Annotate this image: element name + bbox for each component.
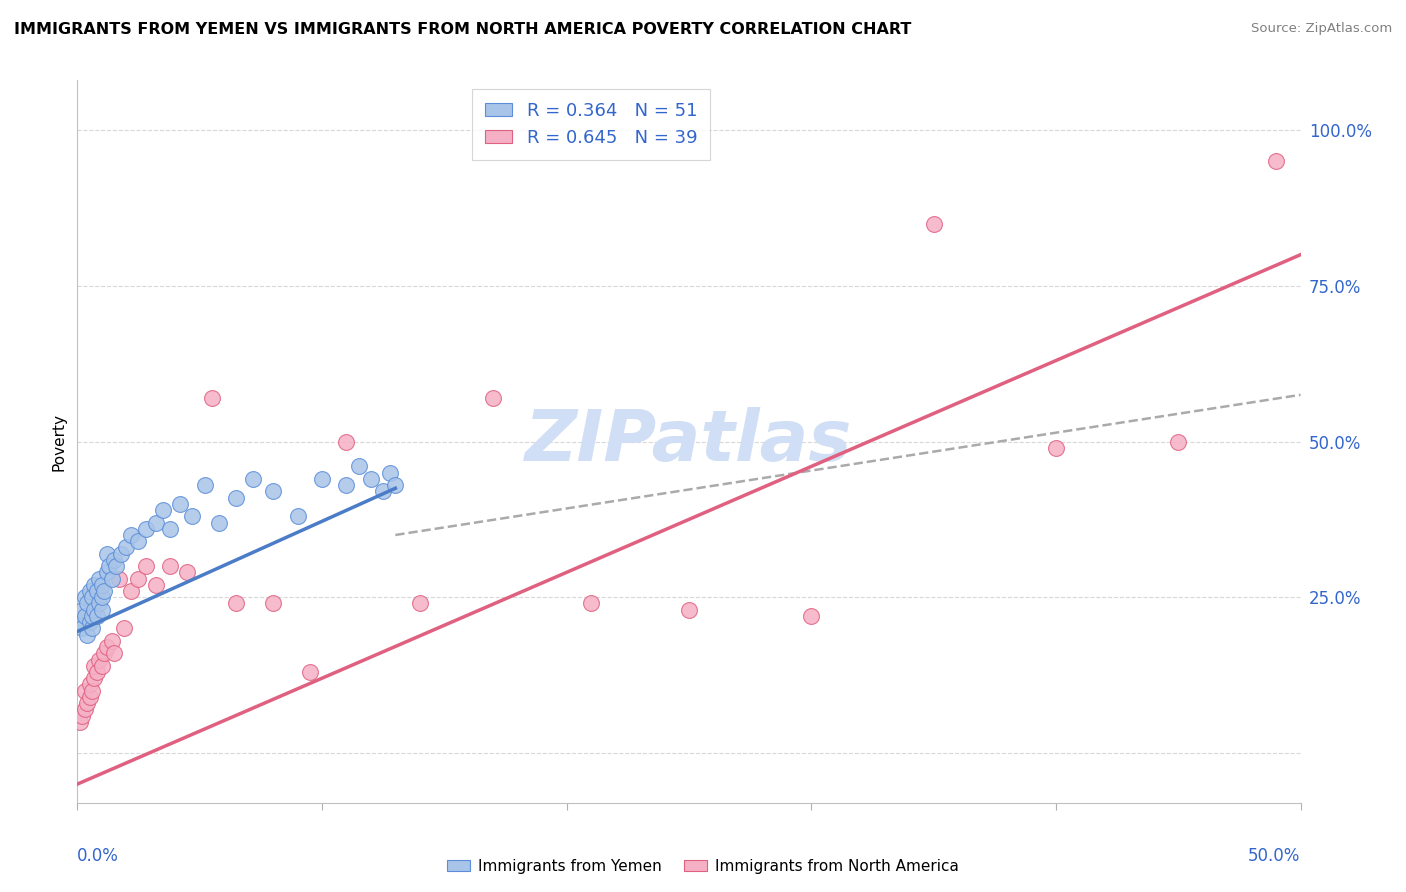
Point [1167, 434, 1189, 449]
Point [89, 597, 111, 611]
Point [79, 677, 101, 691]
Point [335, 434, 357, 449]
Point [98, 559, 121, 574]
Point [70, 708, 93, 723]
Point [96, 640, 118, 654]
Point [100, 633, 122, 648]
Point [79, 615, 101, 630]
Point [201, 391, 224, 405]
Point [409, 597, 432, 611]
Point [103, 646, 125, 660]
Point [347, 459, 370, 474]
Point [1265, 154, 1288, 169]
Point [89, 652, 111, 666]
Point [76, 696, 98, 710]
Point [311, 472, 333, 486]
Point [145, 578, 167, 592]
Point [105, 559, 128, 574]
Point [96, 566, 118, 580]
Point [79, 690, 101, 704]
Point [120, 584, 142, 599]
Point [80, 609, 103, 624]
Text: IMMIGRANTS FROM YEMEN VS IMMIGRANTS FROM NORTH AMERICA POVERTY CORRELATION CHART: IMMIGRANTS FROM YEMEN VS IMMIGRANTS FROM… [14, 22, 911, 37]
Point [69, 714, 91, 729]
Legend: R = 0.364   N = 51, R = 0.645   N = 39: R = 0.364 N = 51, R = 0.645 N = 39 [472, 89, 710, 160]
Point [112, 621, 135, 635]
Y-axis label: Poverty: Poverty [51, 412, 66, 471]
Point [90, 578, 112, 592]
Point [73, 591, 96, 605]
Point [90, 658, 112, 673]
Point [208, 516, 231, 530]
Point [86, 609, 108, 624]
Text: 0.0%: 0.0% [77, 847, 120, 864]
Point [145, 516, 167, 530]
Point [135, 522, 157, 536]
Point [73, 683, 96, 698]
Point [70, 621, 93, 635]
Point [89, 572, 111, 586]
Point [482, 391, 505, 405]
Point [120, 528, 142, 542]
Point [90, 603, 112, 617]
Point [103, 553, 125, 567]
Point [80, 621, 103, 635]
Point [242, 472, 264, 486]
Point [181, 509, 204, 524]
Point [127, 572, 149, 586]
Point [371, 484, 394, 499]
Point [79, 584, 101, 599]
Point [76, 627, 98, 641]
Point [360, 472, 382, 486]
Point [90, 591, 112, 605]
Point [335, 478, 357, 492]
Point [225, 491, 247, 505]
Point [159, 559, 181, 574]
Point [93, 646, 115, 660]
Point [262, 597, 284, 611]
Point [169, 497, 191, 511]
Point [83, 578, 105, 592]
Point [225, 597, 247, 611]
Point [110, 547, 132, 561]
Point [83, 671, 105, 685]
Point [93, 584, 115, 599]
Point [86, 665, 108, 679]
Text: 50.0%: 50.0% [1249, 847, 1301, 864]
Point [922, 217, 945, 231]
Point [76, 597, 98, 611]
Point [678, 603, 700, 617]
Point [86, 584, 108, 599]
Point [287, 509, 309, 524]
Point [298, 665, 321, 679]
Point [100, 572, 122, 586]
Point [384, 478, 406, 492]
Point [1045, 441, 1067, 455]
Point [115, 541, 138, 555]
Point [83, 658, 105, 673]
Point [152, 503, 174, 517]
Point [96, 547, 118, 561]
Point [262, 484, 284, 499]
Point [80, 591, 103, 605]
Text: Source: ZipAtlas.com: Source: ZipAtlas.com [1251, 22, 1392, 36]
Point [135, 559, 157, 574]
Point [127, 534, 149, 549]
Point [73, 702, 96, 716]
Point [176, 566, 198, 580]
Text: ZIPatlas: ZIPatlas [526, 407, 852, 476]
Point [193, 478, 215, 492]
Point [380, 466, 402, 480]
Point [70, 603, 93, 617]
Point [69, 615, 91, 630]
Legend: Immigrants from Yemen, Immigrants from North America: Immigrants from Yemen, Immigrants from N… [441, 853, 965, 880]
Point [800, 609, 823, 624]
Point [579, 597, 602, 611]
Point [108, 572, 131, 586]
Point [83, 603, 105, 617]
Point [73, 609, 96, 624]
Point [159, 522, 181, 536]
Point [80, 683, 103, 698]
